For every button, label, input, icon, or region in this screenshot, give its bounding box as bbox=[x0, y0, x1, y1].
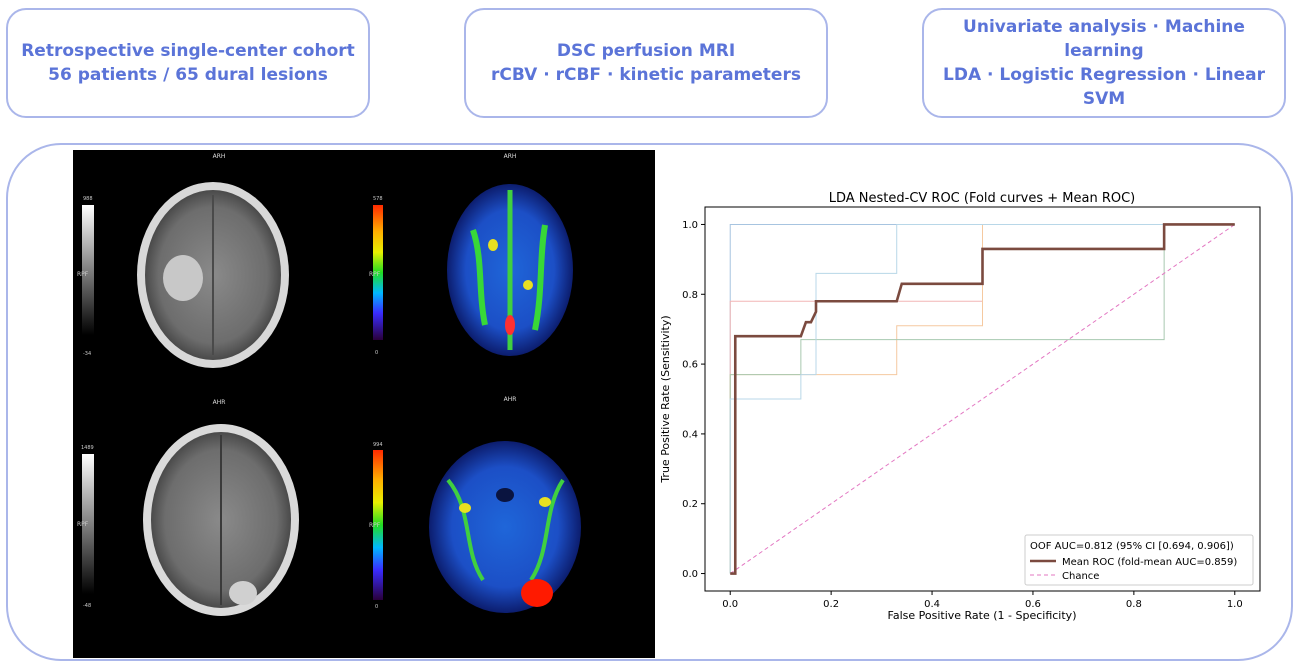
fold-roc-line bbox=[729, 223, 1235, 574]
mri-header: AHR bbox=[504, 396, 517, 403]
chart-title: LDA Nested-CV ROC (Fold curves + Mean RO… bbox=[829, 191, 1136, 206]
mri-header: ARH bbox=[213, 153, 226, 160]
lesion bbox=[229, 581, 257, 605]
y-axis-label: True Positive Rate (Sensitivity) bbox=[659, 315, 672, 483]
perfusion-map bbox=[429, 441, 581, 613]
legend-header: OOF AUC=0.812 (95% CI [0.694, 0.906]) bbox=[1030, 541, 1234, 552]
mri-method-box-line2: rCBV · rCBF · kinetic parameters bbox=[491, 65, 801, 85]
series-layer bbox=[729, 223, 1236, 575]
lesion bbox=[521, 579, 553, 607]
scale-label: RPF bbox=[369, 271, 381, 278]
y-tick-label: 0.6 bbox=[682, 360, 698, 371]
cohort-box-line1: Retrospective single-center cohort bbox=[21, 41, 355, 61]
x-tick-label: 0.0 bbox=[722, 599, 738, 610]
y-tick-label: 0.0 bbox=[682, 569, 698, 580]
scale-min: -34 bbox=[83, 351, 91, 357]
scale-label: RPF bbox=[369, 522, 381, 529]
y-tick-label: 0.2 bbox=[682, 499, 698, 510]
scale-max: 578 bbox=[373, 196, 383, 202]
roc-chart: LDA Nested-CV ROC (Fold curves + Mean RO… bbox=[657, 182, 1277, 641]
x-tick-label: 0.6 bbox=[1025, 599, 1041, 610]
scale-max: 994 bbox=[373, 442, 383, 448]
x-tick-label: 0.8 bbox=[1126, 599, 1142, 610]
scale-max: 988 bbox=[83, 196, 93, 202]
mri-header: ARH bbox=[504, 153, 517, 160]
y-tick-label: 0.4 bbox=[682, 429, 698, 440]
scale-label: RPF bbox=[77, 271, 89, 278]
analysis-box-line2: LDA · Logistic Regression · Linear SVM bbox=[943, 65, 1265, 109]
rainbow-colorbar bbox=[373, 450, 383, 600]
mri-method-box-line1: DSC perfusion MRI bbox=[556, 41, 736, 61]
ticks-layer: 0.0 0.2 0.4 0.6 0.8 1.0 0.0 0.2 0.4 0.6 0.8 1.0 bbox=[682, 220, 1243, 610]
analysis-box: Univariate analysis · Machine learning L… bbox=[922, 8, 1286, 118]
rainbow-colorbar bbox=[373, 205, 383, 340]
x-tick-label: 0.4 bbox=[924, 599, 940, 610]
mri-panel-bottom-right: AHR 994 0 RPF bbox=[369, 396, 581, 613]
legend-box bbox=[1024, 534, 1254, 586]
x-tick-label: 1.0 bbox=[1227, 599, 1243, 610]
mri-montage-svg: ARH 988 -34 RPF ARH 578 0 RPF bbox=[77, 153, 581, 616]
roc-chart-svg: LDA Nested-CV ROC (Fold curves + Mean RO… bbox=[659, 191, 1261, 622]
mri-method-box: DSC perfusion MRI rCBV · rCBF · kinetic … bbox=[464, 8, 828, 118]
cohort-box: Retrospective single-center cohort 56 pa… bbox=[6, 8, 370, 118]
legend-item-chance: Chance bbox=[1062, 571, 1099, 582]
mri-header: AHR bbox=[213, 399, 226, 406]
mean-roc-line bbox=[730, 223, 1235, 575]
y-tick-label: 1.0 bbox=[682, 220, 698, 231]
x-axis-label: False Positive Rate (1 - Specificity) bbox=[888, 609, 1077, 622]
scale-max: 1489 bbox=[81, 445, 94, 451]
scale-label: RPF bbox=[77, 521, 89, 528]
grayscale-colorbar bbox=[82, 205, 94, 335]
cohort-box-line2: 56 patients / 65 dural lesions bbox=[48, 65, 328, 85]
grayscale-colorbar bbox=[82, 454, 94, 594]
mri-panel-top-left: ARH 988 -34 RPF bbox=[77, 153, 289, 368]
lesion bbox=[163, 255, 203, 301]
scale-min: -48 bbox=[83, 603, 91, 609]
legend: OOF AUC=0.812 (95% CI [0.694, 0.906]) Me… bbox=[1024, 534, 1254, 586]
analysis-box-line1: Univariate analysis · Machine learning bbox=[963, 17, 1245, 61]
chance-line bbox=[729, 224, 1236, 574]
scale-min: 0 bbox=[375, 604, 378, 610]
mri-image-montage: ARH 988 -34 RPF ARH 578 0 RPF bbox=[73, 150, 655, 658]
x-tick-label: 0.2 bbox=[823, 599, 839, 610]
y-tick-label: 0.8 bbox=[682, 290, 698, 301]
mri-panel-bottom-left: AHR 1489 -48 RPF bbox=[77, 399, 299, 616]
mri-panel-top-right: ARH 578 0 RPF bbox=[369, 153, 573, 356]
scale-min: 0 bbox=[375, 350, 378, 356]
legend-item-mean-roc: Mean ROC (fold-mean AUC=0.859) bbox=[1062, 557, 1237, 568]
